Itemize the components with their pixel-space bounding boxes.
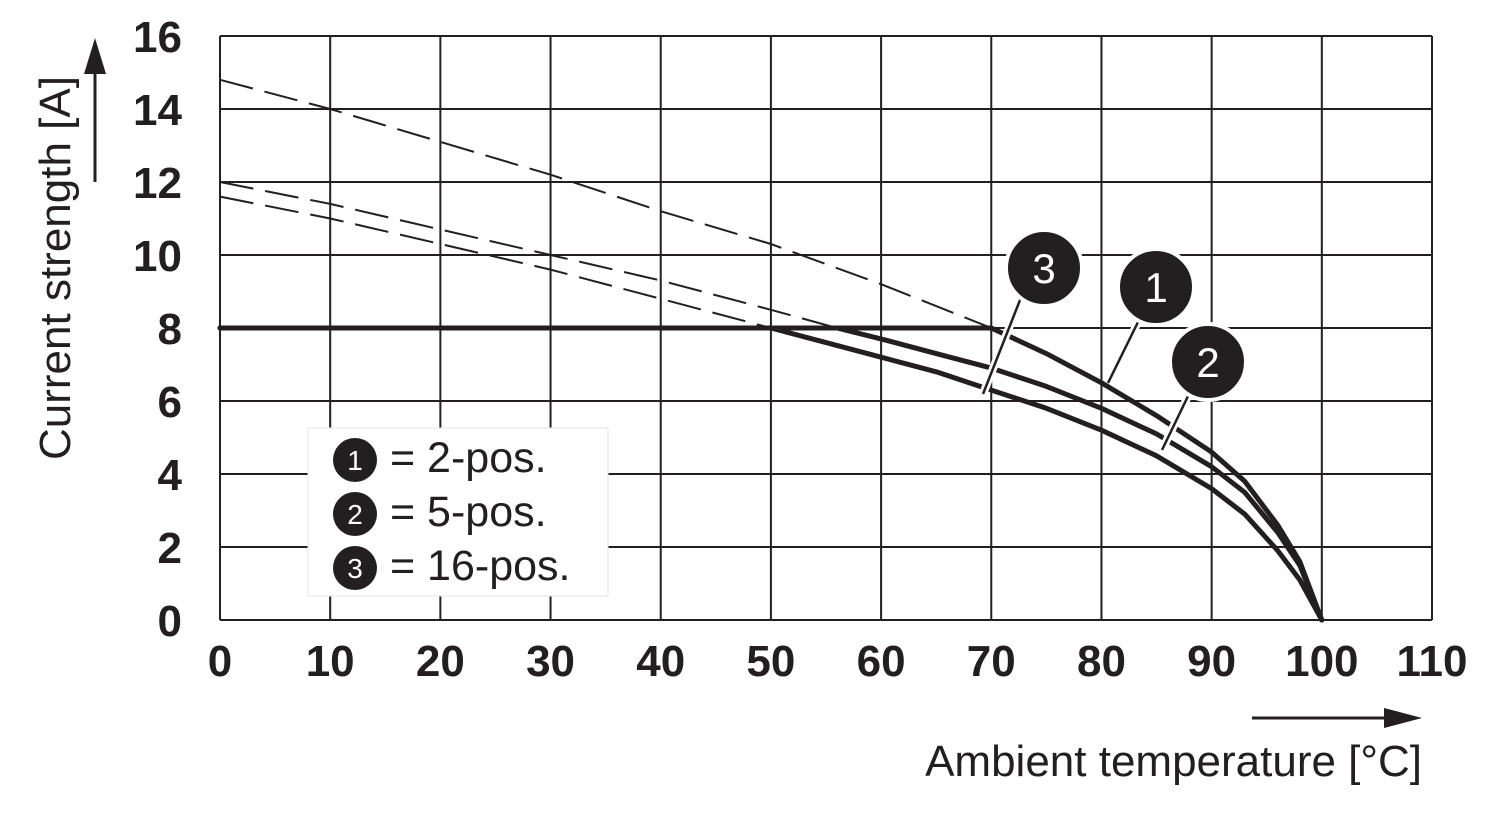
- y-tick-label-8: 8: [158, 305, 182, 354]
- x-tick-label-0: 0: [208, 637, 232, 686]
- series-lines: [217, 78, 1325, 623]
- callout-1-number: 1: [1144, 264, 1167, 311]
- y-axis-title: Current strength [A]: [31, 76, 80, 460]
- legend-label-3: = 16-pos.: [390, 542, 570, 590]
- x-tick-labels: 0 10 20 30 40 50 60 70 80 90 100 110: [208, 637, 1468, 686]
- legend-marker-1-number: 1: [347, 445, 363, 476]
- curve-callouts: 3 1 2: [979, 228, 1248, 452]
- y-tick-label-10: 10: [133, 232, 182, 281]
- x-tick-label-20: 20: [416, 637, 465, 686]
- series-3-dashed-line: [219, 195, 772, 329]
- x-tick-label-10: 10: [306, 637, 355, 686]
- callout-3-leader-line: [981, 294, 1024, 395]
- y-tick-label-2: 2: [158, 524, 182, 573]
- legend-item-3: 3 = 16-pos.: [333, 542, 570, 590]
- legend-marker-2: [333, 492, 377, 536]
- x-tick-label-40: 40: [636, 637, 685, 686]
- legend-item-2: 2 = 5-pos.: [333, 488, 547, 536]
- x-tick-label-110: 110: [1397, 637, 1468, 686]
- legend: 1 = 2-pos. 2 = 5-pos. 3 = 16-pos.: [307, 427, 609, 597]
- x-tick-label-30: 30: [526, 637, 575, 686]
- y-tick-label-16: 16: [133, 13, 182, 62]
- callout-1-marker: [1116, 247, 1196, 327]
- y-tick-label-0: 0: [158, 597, 182, 646]
- legend-marker-3: [333, 546, 377, 590]
- series-2-solid-line: [217, 325, 1325, 623]
- y-tick-labels: 0 2 4 6 8 10 12 14 16: [133, 13, 182, 646]
- y-tick-label-6: 6: [158, 378, 182, 427]
- callout-1: 1: [1104, 247, 1196, 385]
- legend-item-1: 1 = 2-pos.: [333, 434, 547, 482]
- legend-marker-3-number: 3: [347, 553, 363, 584]
- y-axis-title-group: Current strength [A]: [31, 38, 106, 460]
- legend-marker-2-number: 2: [347, 499, 363, 530]
- callout-3-marker: [1004, 228, 1084, 308]
- x-tick-label-100: 100: [1285, 637, 1358, 686]
- y-tick-label-14: 14: [133, 86, 182, 135]
- series-2-dashed-line: [219, 181, 838, 329]
- x-axis-arrow-head: [1384, 708, 1422, 728]
- x-tick-label-70: 70: [967, 637, 1016, 686]
- callout-1-leader-line: [1106, 317, 1142, 384]
- callout-2-number: 2: [1196, 339, 1219, 386]
- callout-3-number: 3: [1032, 245, 1055, 292]
- y-tick-label-4: 4: [158, 451, 183, 500]
- legend-label-2: = 5-pos.: [390, 488, 547, 536]
- legend-marker-1: [333, 438, 377, 482]
- x-axis-title: Ambient temperature [°C]: [925, 737, 1422, 786]
- x-tick-label-80: 80: [1077, 637, 1126, 686]
- x-tick-label-60: 60: [857, 637, 906, 686]
- series-1-dashed-line: [219, 78, 992, 329]
- legend-label-1: = 2-pos.: [390, 434, 547, 482]
- x-tick-label-50: 50: [746, 637, 795, 686]
- x-axis-title-group: Ambient temperature [°C]: [925, 708, 1422, 786]
- callout-2-marker: [1168, 322, 1248, 402]
- callout-3: 3: [979, 228, 1084, 396]
- series-1-solid-line: [217, 325, 1325, 623]
- y-tick-label-12: 12: [133, 159, 182, 208]
- callout-2-leader-line: [1160, 391, 1192, 451]
- x-tick-label-90: 90: [1187, 637, 1236, 686]
- series-3-solid-line: [217, 325, 1325, 623]
- y-axis-arrow-head: [84, 38, 106, 74]
- callout-2: 2: [1158, 322, 1248, 452]
